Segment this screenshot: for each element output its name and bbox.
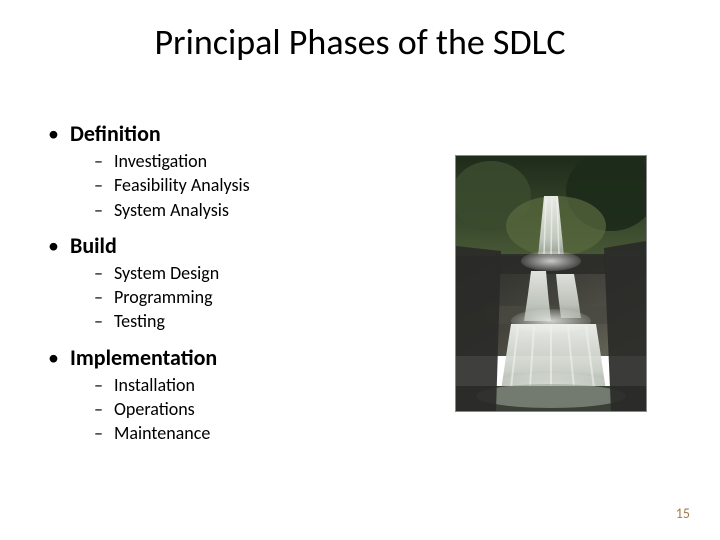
dash-icon: – — [94, 309, 114, 333]
phase-label: Implementation — [70, 344, 217, 371]
content-area: •Definition –Investigation –Feasibility … — [48, 120, 250, 456]
phase-heading: •Definition — [48, 120, 250, 147]
phase-subitems: –Investigation –Feasibility Analysis –Sy… — [94, 149, 250, 222]
subitem: –Maintenance — [94, 421, 250, 445]
dash-icon: – — [94, 149, 114, 173]
subitem-label: Programming — [114, 286, 213, 308]
subitem: –Operations — [94, 397, 250, 421]
subitem: –Installation — [94, 373, 250, 397]
subitem-label: Installation — [114, 374, 195, 396]
phase-label: Build — [70, 232, 117, 259]
dash-icon: – — [94, 173, 114, 197]
waterfall-svg — [456, 156, 646, 411]
dash-icon: – — [94, 373, 114, 397]
dash-icon: – — [94, 261, 114, 285]
phase-heading: •Implementation — [48, 344, 250, 371]
subitem: –Programming — [94, 285, 250, 309]
slide: Principal Phases of the SDLC •Definition… — [0, 0, 720, 540]
dash-icon: – — [94, 285, 114, 309]
dash-icon: – — [94, 397, 114, 421]
page-number: 15 — [676, 505, 690, 522]
slide-title: Principal Phases of the SDLC — [0, 20, 720, 64]
dash-icon: – — [94, 198, 114, 222]
subitem-label: Feasibility Analysis — [114, 174, 250, 196]
subitem: –Feasibility Analysis — [94, 173, 250, 197]
subitem-label: Investigation — [114, 150, 207, 172]
subitem: –System Design — [94, 261, 250, 285]
subitem-label: System Analysis — [114, 199, 229, 221]
phase-heading: •Build — [48, 232, 250, 259]
phase-subitems: –System Design –Programming –Testing — [94, 261, 250, 334]
subitem-label: System Design — [114, 262, 219, 284]
subitem-label: Testing — [114, 310, 165, 332]
phase-subitems: –Installation –Operations –Maintenance — [94, 373, 250, 446]
subitem-label: Maintenance — [114, 422, 210, 444]
subitem: –Investigation — [94, 149, 250, 173]
waterfall-image — [455, 155, 647, 412]
bullet-icon: • — [48, 344, 70, 371]
dash-icon: – — [94, 421, 114, 445]
phase-label: Definition — [70, 120, 161, 147]
subitem: –System Analysis — [94, 198, 250, 222]
bullet-icon: • — [48, 232, 70, 259]
bullet-icon: • — [48, 120, 70, 147]
subitem: –Testing — [94, 309, 250, 333]
subitem-label: Operations — [114, 398, 195, 420]
